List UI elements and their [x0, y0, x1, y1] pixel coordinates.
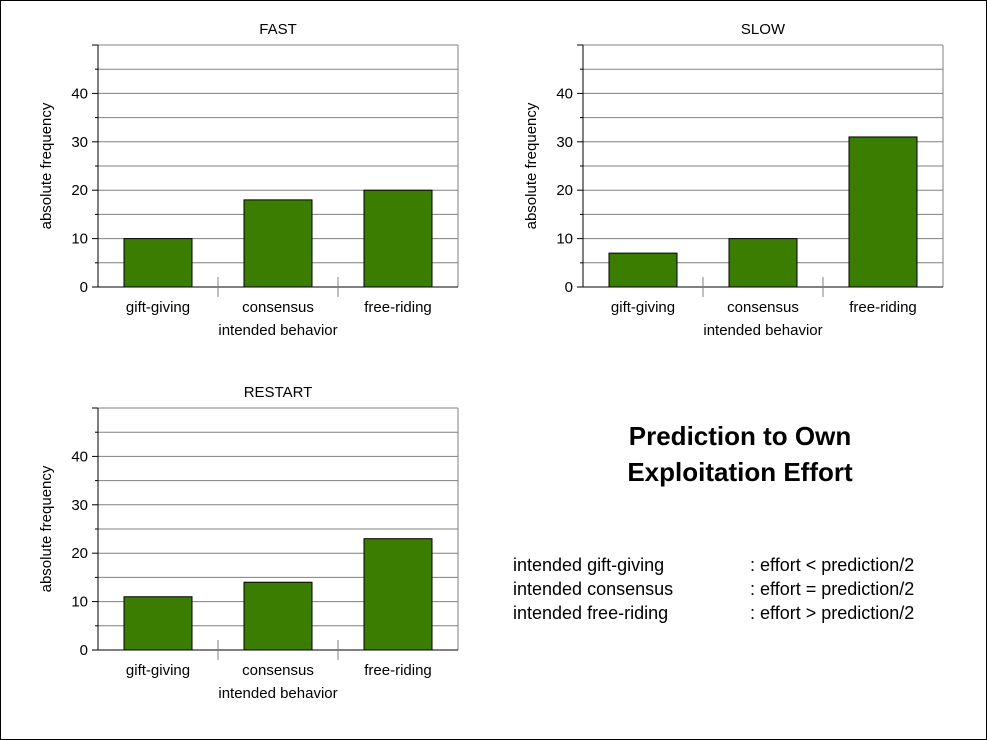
legend-label: intended gift-giving — [513, 555, 665, 575]
x-tick-label: consensus — [242, 662, 314, 679]
bar-gift-giving — [123, 238, 193, 288]
y-tick-label: 0 — [80, 642, 88, 659]
legend-label: intended free-riding — [513, 603, 669, 623]
legend-label: intended consensus — [513, 579, 674, 599]
x-axis-label: intended behavior — [703, 322, 822, 339]
y-tick-label: 40 — [556, 85, 573, 102]
legend-rule: : effort = prediction/2 — [750, 579, 915, 599]
chart-restart: RESTART 0 10 20 30 40 absolute frequency gift-g… — [38, 384, 459, 702]
legend-rule: : effort < prediction/2 — [750, 555, 915, 575]
y-tick-label: 30 — [71, 497, 88, 514]
bar-consensus — [243, 199, 313, 288]
y-tick-label: 10 — [71, 231, 88, 248]
y-tick-label: 10 — [556, 231, 573, 248]
y-tick-label: 10 — [71, 594, 88, 611]
y-axis-label: absolute frequency — [523, 102, 540, 229]
chart-title: RESTART — [244, 384, 313, 401]
bar-free-riding — [363, 538, 433, 651]
bar-gift-giving — [608, 252, 678, 288]
bar-consensus — [243, 581, 313, 651]
x-axis-label: intended behavior — [218, 685, 337, 702]
y-tick-label: 40 — [71, 448, 88, 465]
chart-fast: FAST 0 10 20 30 40 absolute frequency gift-givi… — [38, 21, 459, 339]
y-tick-label: 0 — [80, 279, 88, 296]
x-tick-label: consensus — [242, 299, 314, 316]
legend-row-free-riding: intended free-riding : effort > predicti… — [513, 601, 914, 625]
y-tick-label: 30 — [71, 134, 88, 151]
legend-row-consensus: intended consensus : effort = prediction… — [513, 577, 914, 601]
headline-line-1: Prediction to Own — [628, 421, 852, 451]
x-tick-label: gift-giving — [126, 299, 190, 316]
bar-consensus — [728, 238, 798, 288]
x-tick-label: free-riding — [849, 299, 917, 316]
y-tick-label: 0 — [565, 279, 573, 296]
y-tick-label: 20 — [71, 182, 88, 199]
chart-title: FAST — [259, 21, 297, 38]
legend-rule: : effort > prediction/2 — [750, 603, 915, 623]
y-tick-label: 20 — [556, 182, 573, 199]
x-tick-label: gift-giving — [126, 662, 190, 679]
x-tick-label: consensus — [727, 299, 799, 316]
bar-free-riding — [363, 189, 433, 288]
chart-slow: SLOW 0 10 20 30 40 absolute frequency gift-givi… — [523, 21, 944, 339]
legend-row-gift-giving: intended gift-giving : effort < predicti… — [513, 553, 914, 577]
bar-free-riding — [848, 136, 918, 288]
bar-gift-giving — [123, 596, 193, 651]
y-axis-label: absolute frequency — [38, 102, 55, 229]
headline-line-2: Exploitation Effort — [627, 457, 853, 487]
x-tick-label: gift-giving — [611, 299, 675, 316]
x-tick-label: free-riding — [364, 662, 432, 679]
x-axis-label: intended behavior — [218, 322, 337, 339]
y-tick-label: 40 — [71, 85, 88, 102]
chart-title: SLOW — [741, 21, 786, 38]
y-tick-label: 30 — [556, 134, 573, 151]
y-axis-label: absolute frequency — [38, 465, 55, 592]
legend: intended gift-giving : effort < predicti… — [513, 553, 914, 625]
headline: Prediction to Own Exploitation Effort — [560, 418, 920, 490]
x-tick-label: free-riding — [364, 299, 432, 316]
y-tick-label: 20 — [71, 545, 88, 562]
